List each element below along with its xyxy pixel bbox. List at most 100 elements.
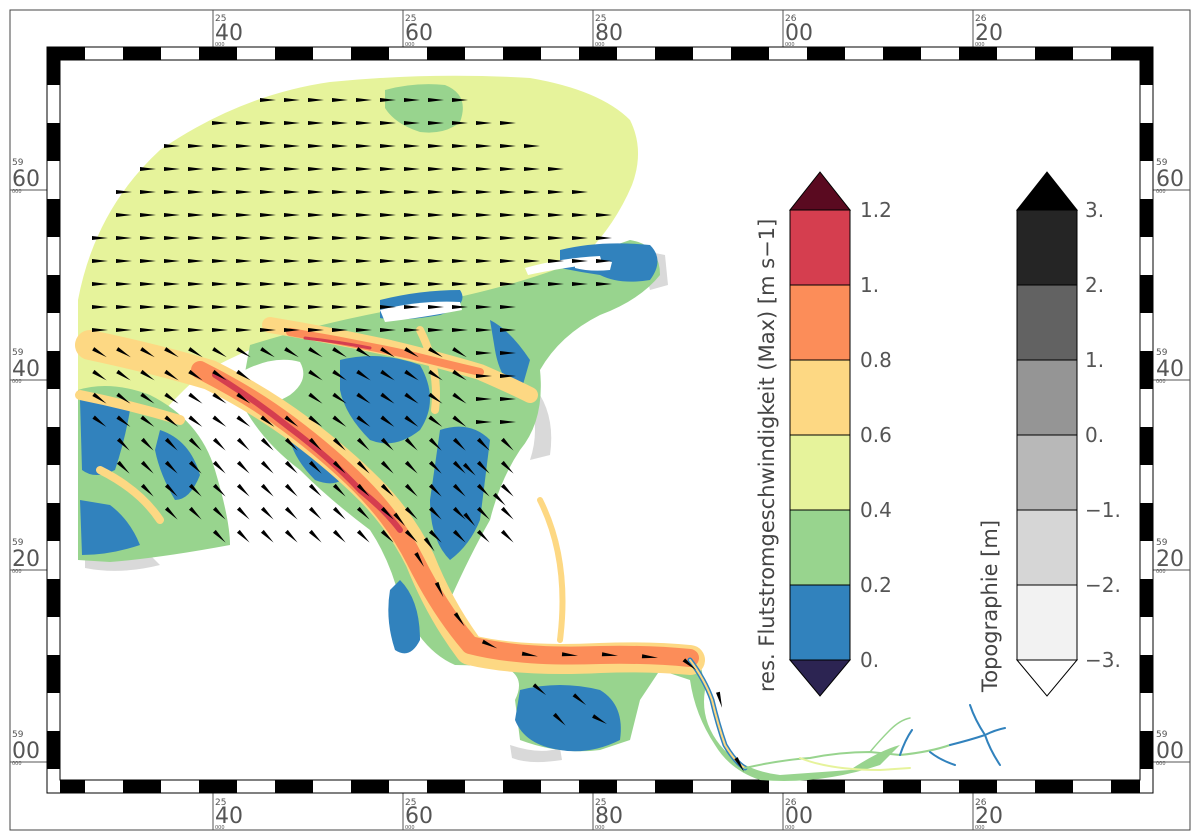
flow-arrow (452, 259, 468, 263)
flow-arrow (332, 167, 348, 171)
scale-segment (503, 47, 541, 60)
flow-arrow (428, 369, 443, 381)
scale-segment (47, 47, 60, 85)
flow-arrow (236, 392, 251, 404)
colorbar-bin-0.2-0.4 (789, 509, 851, 586)
flow-arrow (308, 121, 324, 125)
flow-arrow (92, 236, 108, 240)
colorbar-label-0.8: 0.8 (860, 348, 892, 372)
flow-arrow (332, 328, 348, 332)
flow-arrow (476, 305, 492, 309)
lat-right-4-sup: 59 (1156, 730, 1168, 740)
flow-arrow (164, 347, 179, 358)
lon-bottom-4-main: 00 (785, 804, 813, 829)
scale-segment (1140, 655, 1153, 693)
flow-arrow (308, 483, 322, 497)
scale-segment (47, 731, 60, 769)
flow-arrow (380, 259, 396, 263)
scale-segment (731, 780, 769, 793)
flow-arrow (212, 167, 228, 171)
flow-arrow (140, 328, 156, 332)
scale-segment (1140, 503, 1153, 541)
flow-arrow (284, 98, 300, 102)
lon-top-4-main: 00 (785, 21, 813, 46)
colorbar-label-0.2: 0.2 (860, 573, 892, 597)
scale-segment (47, 465, 60, 503)
flow-arrow (308, 506, 322, 520)
scale-segment (161, 780, 199, 793)
flow-arrow (380, 529, 394, 543)
scale-segment (1073, 47, 1111, 60)
flow-arrow (260, 259, 276, 263)
flow-arrow (380, 190, 396, 194)
flow-arrow (308, 213, 324, 217)
flow-arrow (380, 236, 396, 240)
flow-arrow (476, 374, 492, 378)
flow-arrow (380, 305, 396, 309)
flow-arrow (561, 652, 578, 657)
velocity-colorbar-title: res. Flutstromgeschwindigkeit (Max) [m s… (755, 219, 779, 692)
flow-arrow (284, 167, 300, 171)
scale-segment (1140, 389, 1153, 427)
scale-segment (997, 47, 1035, 60)
lat-right-1-sub: 000 (1156, 189, 1166, 195)
flow-arrow (116, 282, 132, 286)
flow-arrow (332, 98, 348, 102)
flow-arrow (356, 144, 372, 148)
scale-segment (47, 237, 60, 275)
scale-segment (845, 780, 883, 793)
flow-arrow (332, 506, 346, 520)
flow-arrow (452, 144, 468, 148)
flow-arrow (641, 654, 658, 659)
flow-arrow (404, 415, 419, 427)
flow-arrow (260, 144, 276, 148)
flow-arrow (116, 392, 131, 404)
lat-left-2-main: 40 (12, 357, 40, 382)
flow-arrow (404, 259, 420, 263)
flow-arrow (356, 305, 372, 309)
scale-segment (47, 389, 60, 427)
lon-top-4-sup: 26 (785, 14, 797, 24)
flow-arrow (140, 305, 156, 309)
flow-arrow (452, 98, 468, 102)
scale-segment (1140, 541, 1153, 579)
lon-labels-bottom: 25 40 000 25 60 000 25 80 000 26 00 000 … (215, 798, 1003, 831)
scale-segment (617, 780, 655, 793)
flow-arrow (236, 259, 252, 263)
lon-labels-top: 25 40 000 25 60 000 25 80 000 26 00 000 … (215, 14, 1003, 48)
flow-arrow (332, 282, 348, 286)
flow-arrow (428, 144, 444, 148)
flow-arrow (92, 282, 108, 286)
flow-arrow (404, 167, 420, 171)
flow-arrow (164, 506, 178, 520)
scale-segment (1140, 693, 1153, 731)
flow-arrow (212, 347, 227, 358)
scale-segment (655, 47, 693, 60)
flow-arrow (428, 236, 444, 240)
flow-arrow (140, 259, 156, 263)
flow-arrow (212, 305, 228, 309)
flow-arrow (476, 397, 492, 401)
scale-segment (921, 47, 959, 60)
scale-segment (1111, 780, 1149, 793)
scale-segment (465, 780, 503, 793)
flow-arrow (188, 190, 204, 194)
flow-arrow (452, 460, 466, 474)
lon-top-2-sub: 000 (405, 42, 415, 48)
flow-arrow (116, 305, 132, 309)
flow-arrow (212, 213, 228, 217)
velocity-colorbar: 0. 0.2 0.4 0.6 0.8 1. 1.2 res. Flutstrom… (755, 171, 892, 697)
scale-segment (47, 655, 60, 693)
flow-arrow (332, 437, 346, 451)
scale-segment (47, 503, 60, 541)
topo-label-m1: −1. (1085, 498, 1121, 522)
flow-arrow (284, 259, 300, 263)
flow-arrow (188, 369, 203, 381)
flow-arrow (332, 460, 346, 474)
flow-arrow (284, 121, 300, 125)
flow-arrow (356, 213, 372, 217)
flow-arrow (500, 144, 516, 148)
flow-arrow (476, 506, 490, 520)
flow-arrow (284, 305, 300, 309)
flow-arrow (308, 144, 324, 148)
